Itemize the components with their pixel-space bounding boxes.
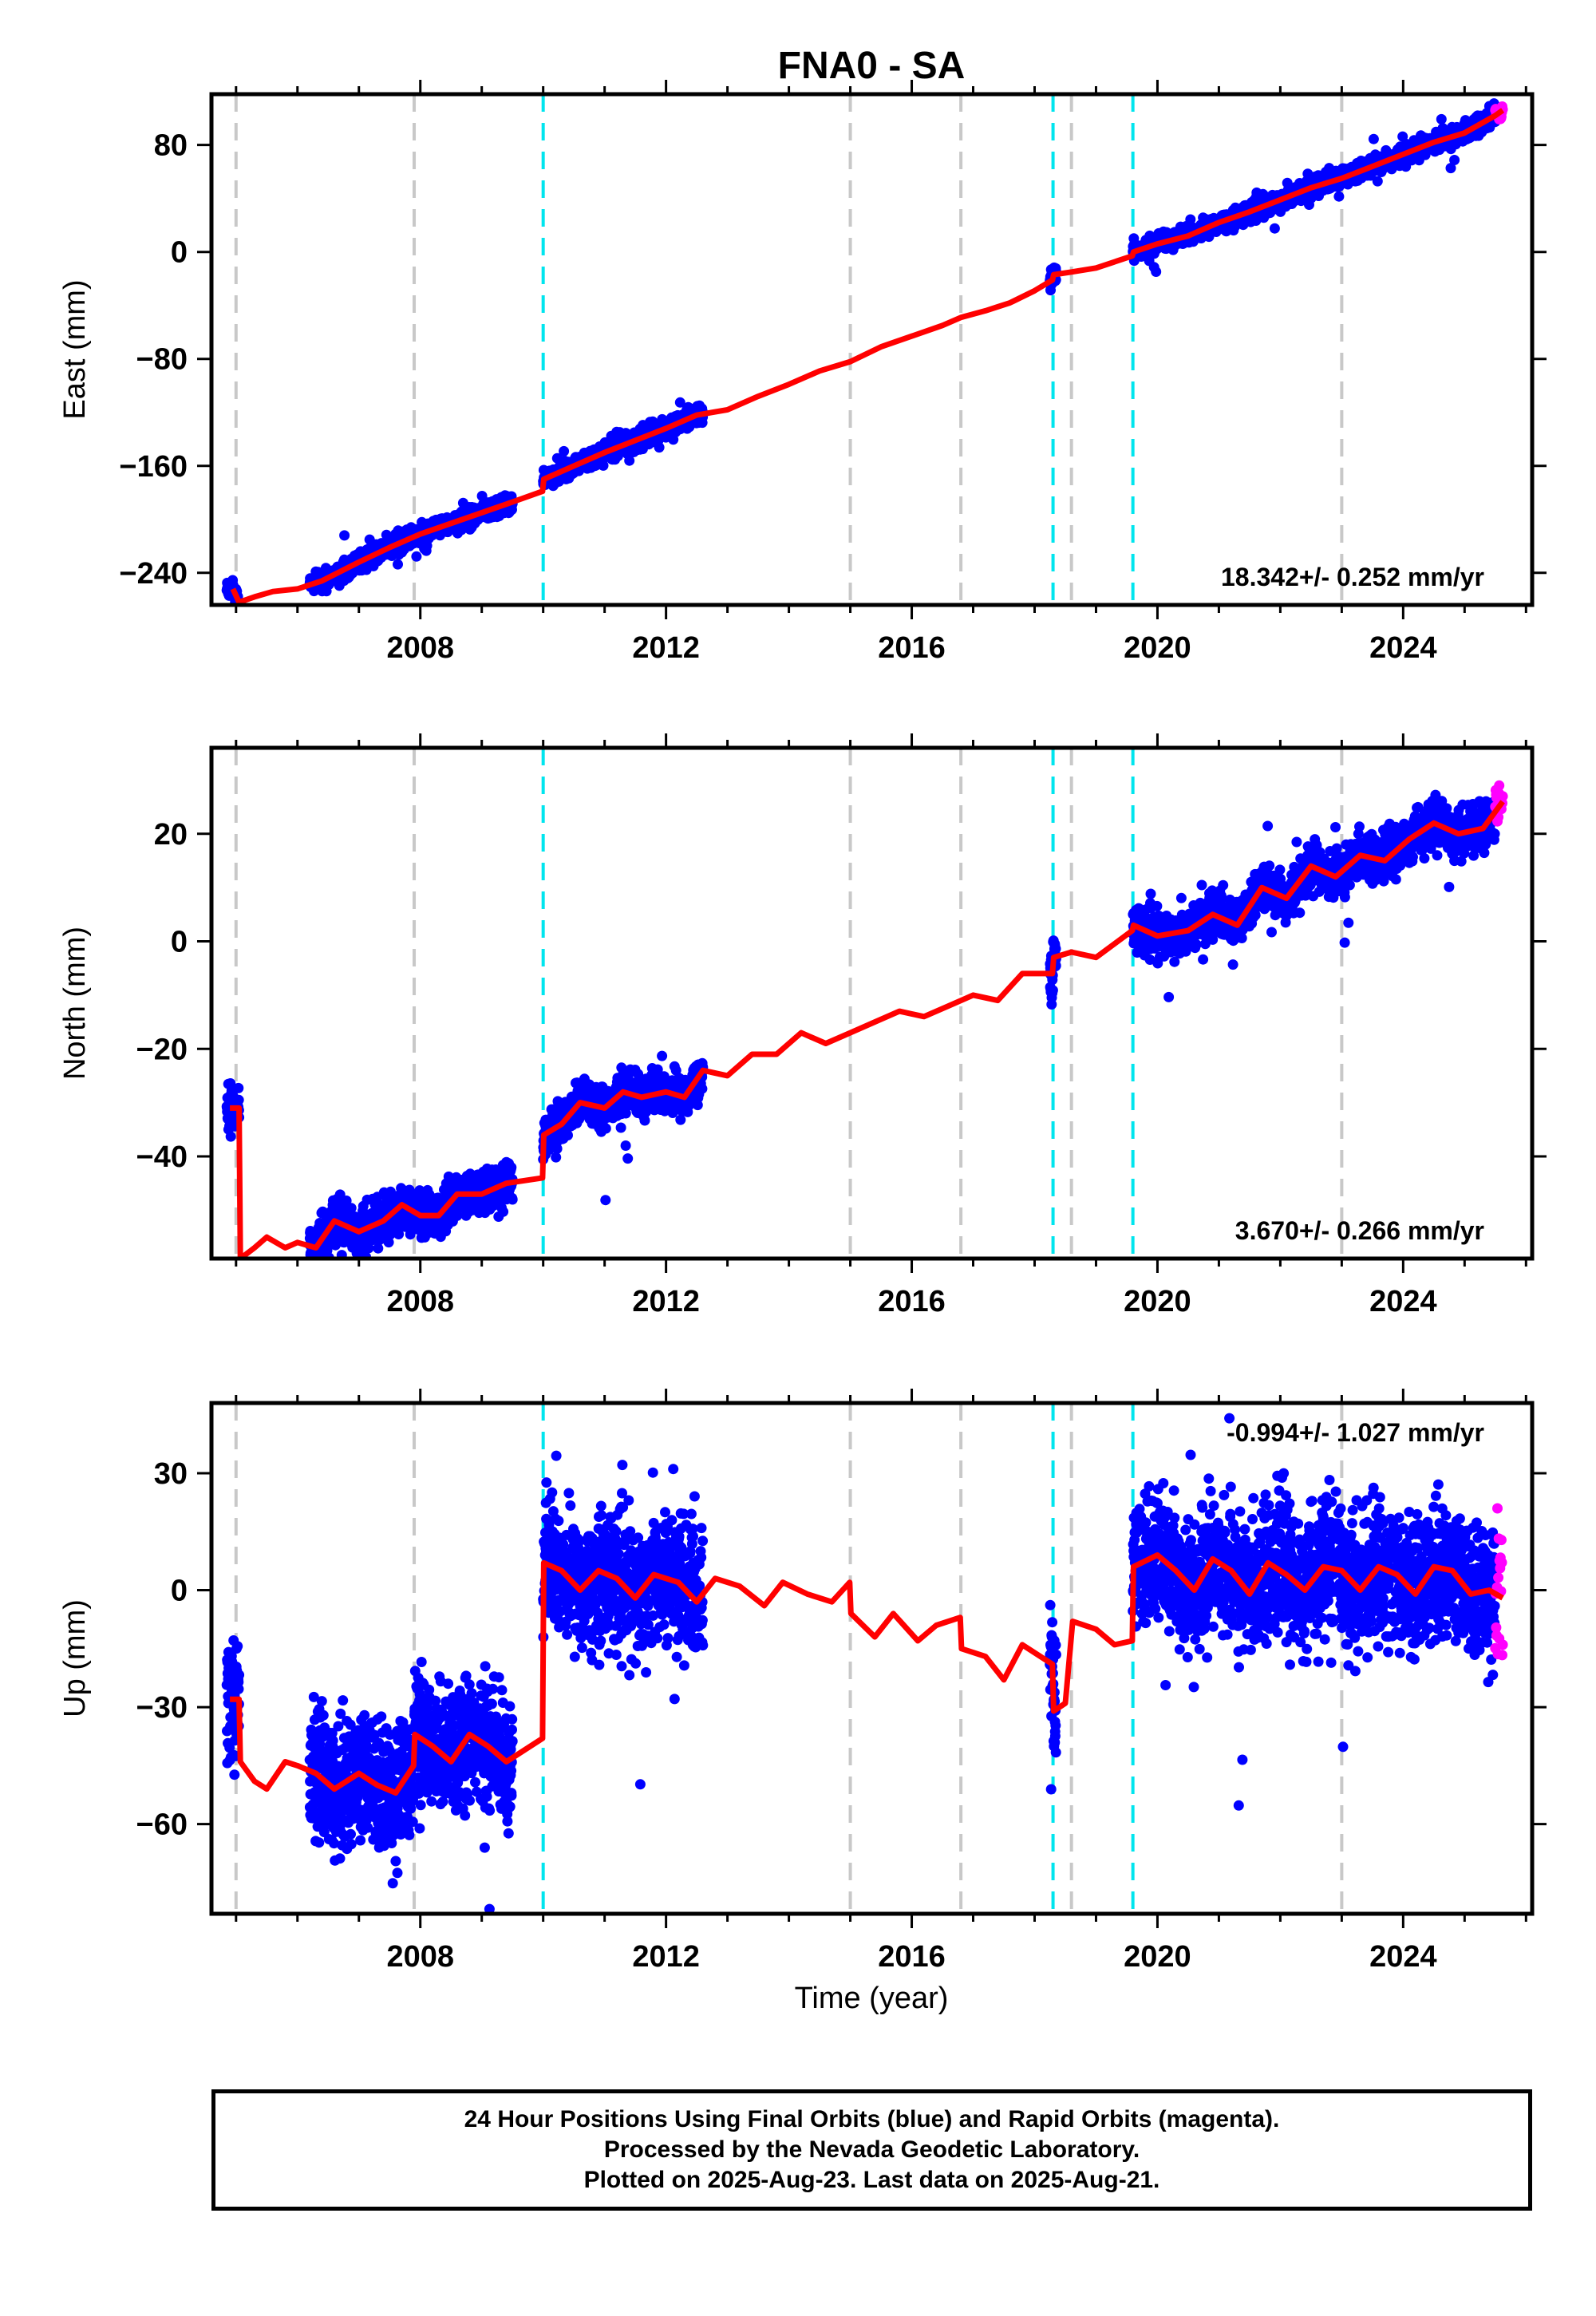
velocity-annotation: 18.342+/- 0.252 mm/yr: [1221, 563, 1484, 591]
x-axis-label: Time (year): [795, 1982, 949, 2015]
y-tick-label: 80: [154, 129, 188, 163]
final-point: [411, 551, 422, 562]
x-tick-label: 2016: [878, 631, 946, 665]
final-point: [225, 1131, 236, 1142]
final-point: [1368, 133, 1379, 144]
final-point: [654, 442, 665, 453]
final-point: [1436, 113, 1447, 124]
x-tick-label: 2008: [386, 631, 454, 665]
panel-frame: [209, 92, 1535, 607]
x-tick-label: 2024: [1369, 631, 1437, 665]
final-point: [383, 1237, 394, 1248]
final-point: [1333, 191, 1345, 202]
final-point: [312, 1265, 322, 1275]
final-point: [1151, 267, 1162, 277]
x-tick-label: 2012: [632, 631, 700, 665]
final-point: [309, 1266, 319, 1276]
final-point: [559, 445, 570, 456]
final-point: [1372, 176, 1383, 187]
final-point: [363, 1243, 374, 1254]
y-tick-label: −160: [119, 450, 188, 484]
final-point: [1445, 163, 1456, 174]
final-point: [1269, 223, 1280, 234]
panel-east: 2008 2012 2016 2020 2024 −240 −160 −80 0 80 East (…: [58, 80, 1547, 665]
final-point: [674, 397, 685, 408]
final-point: [233, 1082, 244, 1093]
final-point: [476, 491, 488, 501]
final-point: [393, 559, 403, 570]
final-point: [312, 1260, 322, 1271]
final-point: [373, 1243, 384, 1254]
final-point: [341, 1196, 352, 1206]
final-point: [1185, 214, 1196, 225]
plot-area-north: [221, 748, 1508, 1292]
final-point: [306, 1259, 317, 1270]
chart-title: FNA0 - SA: [778, 45, 966, 87]
plot-area-east: [221, 94, 1508, 605]
plot-canvas: FNA0 - SA Time (year) 2008 2012 2016 2020 20…: [58, 45, 1547, 2015]
final-point: [1449, 155, 1460, 165]
final-point: [346, 1203, 357, 1214]
y-tick-label: −80: [136, 343, 188, 377]
final-point: [624, 455, 635, 466]
final-point: [336, 1250, 347, 1259]
final-point: [339, 530, 350, 541]
y-tick-label: −240: [119, 557, 188, 591]
model-fit-line: [230, 108, 1505, 605]
final-point: [233, 1094, 244, 1105]
x-tick-label: 2020: [1124, 631, 1191, 665]
final-point: [598, 460, 609, 471]
y-axis-label: East (mm): [58, 279, 92, 419]
final-point: [349, 1282, 359, 1292]
y-tick-label: 0: [171, 236, 188, 270]
